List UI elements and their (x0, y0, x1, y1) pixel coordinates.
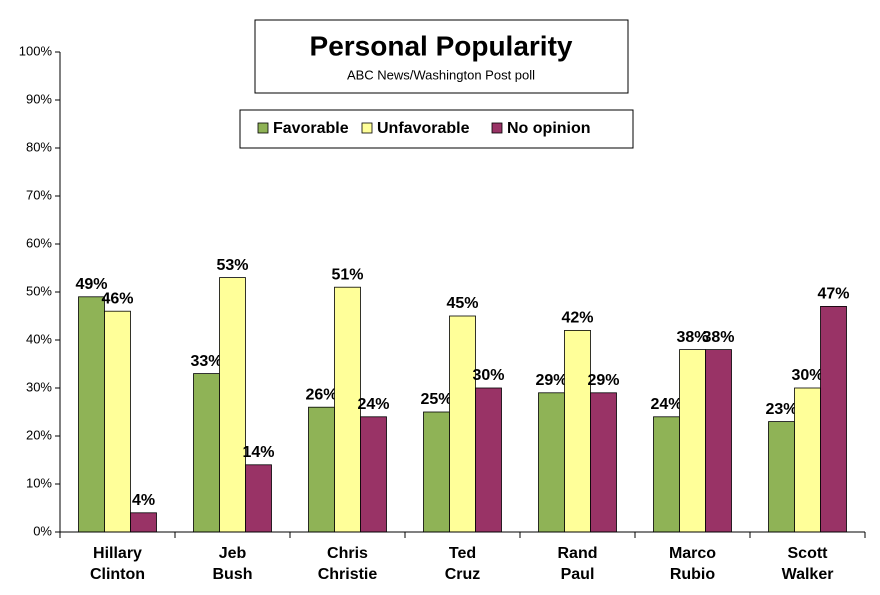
bar (334, 286, 361, 533)
value-label: 51% (331, 266, 363, 283)
value-label: 24% (357, 396, 389, 413)
legend-box (239, 109, 634, 149)
x-tick-label: Ted Cruz (445, 545, 481, 583)
y-tick-label: 70% (26, 187, 52, 202)
bar (794, 387, 821, 533)
chart-subtitle: ABC News/Washington Post poll (347, 67, 535, 82)
bar (193, 373, 220, 533)
bar (538, 392, 565, 533)
value-label: 47% (817, 286, 849, 303)
bar (219, 277, 246, 533)
y-tick-label: 50% (26, 283, 52, 298)
value-label: 49% (75, 276, 107, 293)
y-tick-label: 40% (26, 331, 52, 346)
y-tick-label: 100% (19, 43, 53, 58)
value-label: 4% (132, 492, 155, 509)
x-tick-label: Hillary Clinton (90, 545, 145, 583)
value-label: 25% (420, 391, 452, 408)
y-tick-label: 80% (26, 139, 52, 154)
x-tick-label: Rand Paul (558, 545, 598, 583)
x-tick-label-line: Bush (213, 566, 253, 583)
chart-title: Personal Popularity (310, 30, 573, 61)
x-tick-label-line: Walker (782, 566, 834, 583)
value-label: 30% (791, 367, 823, 384)
bar (679, 349, 706, 533)
bar (130, 512, 157, 533)
x-tick-label-line: Rubio (670, 566, 716, 583)
bar (104, 310, 131, 533)
y-tick-label: 90% (26, 91, 52, 106)
value-label: 42% (561, 310, 593, 327)
legend-label: No opinion (507, 120, 591, 137)
value-label: 38% (702, 329, 734, 346)
y-tick-label: 60% (26, 235, 52, 250)
x-tick-label-line: Hillary (93, 545, 142, 562)
legend-swatch (257, 122, 269, 134)
bar (423, 411, 450, 533)
x-tick-label-line: Clinton (90, 566, 145, 583)
x-tick-label-line: Jeb (219, 545, 247, 562)
value-label: 30% (472, 367, 504, 384)
bar (78, 296, 105, 533)
x-tick-label-line: Paul (561, 566, 595, 583)
value-label: 53% (216, 257, 248, 274)
value-label: 33% (190, 353, 222, 370)
x-tick-label-line: Chris (327, 545, 368, 562)
x-tick-label-line: Marco (669, 545, 716, 562)
x-tick-label: Chris Christie (318, 545, 378, 583)
value-label: 38% (676, 329, 708, 346)
bar (360, 416, 387, 533)
x-tick-label: Jeb Bush (213, 545, 253, 583)
title-box (254, 19, 629, 94)
value-label: 45% (446, 295, 478, 312)
value-label: 29% (535, 372, 567, 389)
value-label: 14% (242, 444, 274, 461)
bar (564, 329, 591, 533)
x-tick-label-line: Cruz (445, 566, 481, 583)
x-tick-label-line: Ted (449, 545, 476, 562)
bar (705, 349, 732, 533)
bar (308, 406, 335, 533)
value-label: 29% (587, 372, 619, 389)
bar (590, 392, 617, 533)
bar (768, 421, 795, 533)
legend-swatch (361, 122, 373, 134)
x-tick-label-line: Rand (558, 545, 598, 562)
value-label: 24% (650, 396, 682, 413)
y-tick-label: 0% (33, 523, 52, 538)
bar (449, 315, 476, 533)
y-tick-label: 10% (26, 475, 52, 490)
x-tick-label: Scott Walker (782, 545, 834, 583)
value-label: 26% (305, 386, 337, 403)
y-tick-label: 20% (26, 427, 52, 442)
legend-label: Unfavorable (377, 120, 470, 137)
bar (245, 464, 272, 533)
bar (820, 305, 847, 533)
bar (475, 387, 502, 533)
legend-label: Favorable (273, 120, 349, 137)
x-tick-label: Marco Rubio (669, 545, 716, 583)
x-tick-label-line: Christie (318, 566, 378, 583)
value-label: 46% (101, 290, 133, 307)
legend-swatch (491, 122, 503, 134)
y-tick-label: 30% (26, 379, 52, 394)
value-label: 23% (765, 401, 797, 418)
bar (653, 416, 680, 533)
x-tick-label-line: Scott (788, 545, 829, 562)
